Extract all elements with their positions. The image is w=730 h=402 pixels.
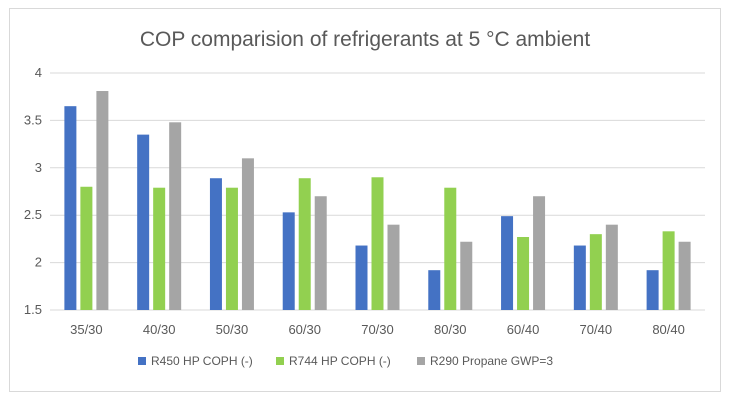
bar-1-80/30 xyxy=(428,270,441,310)
x-tick-label: 40/30 xyxy=(143,322,176,337)
legend: R450 HP COPH (-) R744 HP COPH (-) R290 Pro… xyxy=(138,354,553,368)
bar-2-40/30 xyxy=(153,187,166,310)
legend-swatch-3 xyxy=(417,357,425,365)
y-axis-ticks: 1.5 2 2.5 3 3.5 4 xyxy=(24,65,42,317)
legend-label-1: R450 HP COPH (-) xyxy=(151,354,253,368)
x-tick-label: 50/30 xyxy=(216,322,249,337)
y-tick-label: 1.5 xyxy=(24,302,42,317)
bar-3-70/40 xyxy=(605,224,618,310)
legend-swatch-1 xyxy=(138,357,146,365)
bar-1-35/30 xyxy=(64,106,77,311)
bar-3-35/30 xyxy=(96,91,109,311)
bar-2-70/40 xyxy=(589,234,602,310)
bar-3-80/30 xyxy=(460,241,473,310)
legend-label-2: R744 HP COPH (-) xyxy=(289,354,391,368)
bar-3-40/30 xyxy=(169,122,182,311)
bar-3-60/30 xyxy=(314,196,327,310)
chart-frame xyxy=(9,8,721,392)
chart-title: COP comparision of refrigerants at 5 °C … xyxy=(140,28,591,51)
bar-1-40/30 xyxy=(137,134,150,310)
bars xyxy=(64,91,691,311)
x-tick-label: 80/40 xyxy=(652,322,685,337)
bar-3-70/30 xyxy=(387,224,400,310)
x-tick-label: 70/40 xyxy=(580,322,613,337)
bar-1-70/30 xyxy=(355,245,368,310)
bar-3-80/40 xyxy=(678,241,691,310)
bar-1-70/40 xyxy=(573,245,586,310)
y-tick-label: 3 xyxy=(35,160,42,175)
legend-label-3: R290 Propane GWP=3 xyxy=(430,354,553,368)
y-tick-label: 2.5 xyxy=(24,207,42,222)
bar-3-50/30 xyxy=(241,158,254,310)
x-tick-label: 35/30 xyxy=(70,322,103,337)
x-tick-label: 70/30 xyxy=(361,322,394,337)
y-tick-label: 4 xyxy=(35,65,42,80)
bar-2-80/30 xyxy=(444,187,457,310)
bar-2-35/30 xyxy=(80,186,93,310)
legend-swatch-2 xyxy=(276,357,284,365)
bar-2-50/30 xyxy=(225,187,238,310)
bar-1-60/30 xyxy=(282,212,295,310)
x-tick-label: 60/40 xyxy=(507,322,540,337)
bar-2-60/40 xyxy=(517,237,530,310)
bar-2-60/30 xyxy=(298,178,311,310)
x-axis-ticks: 35/30 40/30 50/30 60/30 70/30 80/30 60/40 70/40… xyxy=(70,322,685,337)
bar-3-60/40 xyxy=(533,196,546,310)
y-tick-label: 3.5 xyxy=(24,112,42,127)
x-tick-label: 80/30 xyxy=(434,322,467,337)
bar-2-80/40 xyxy=(662,231,675,310)
bar-2-70/30 xyxy=(371,177,384,310)
bar-1-80/40 xyxy=(646,270,659,310)
y-tick-label: 2 xyxy=(35,255,42,270)
bar-1-50/30 xyxy=(209,178,222,310)
x-tick-label: 60/30 xyxy=(288,322,321,337)
bar-1-60/40 xyxy=(501,216,514,310)
